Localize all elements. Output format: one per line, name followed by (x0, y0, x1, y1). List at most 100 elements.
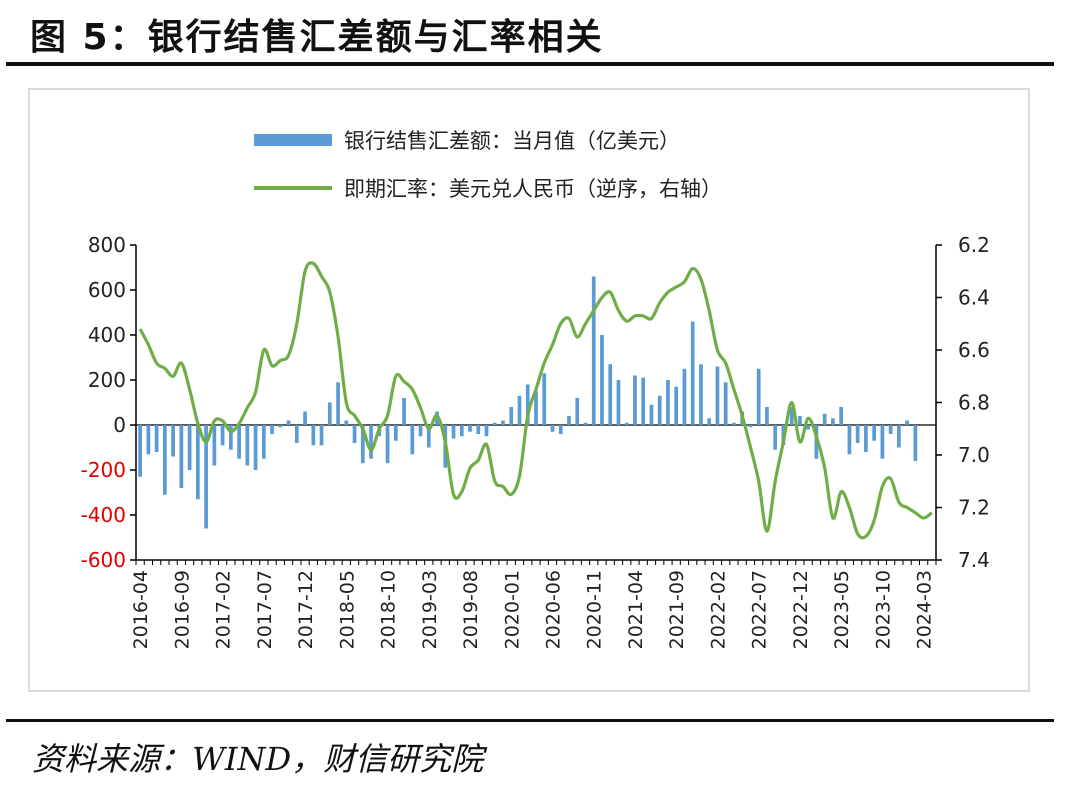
tick-labels: 800 600 400 200 0 -200 -400 -600 6.2 6.4 6.6 6.8 7.0… (81, 233, 990, 649)
bar (583, 422, 588, 425)
bar (352, 425, 357, 443)
x-tick-label: 2022-07 (749, 570, 771, 649)
x-tick-label: 2021-04 (625, 570, 647, 649)
bar (344, 420, 349, 425)
bar (212, 425, 217, 466)
right-tick-label: 6.4 (958, 286, 990, 310)
bar (723, 382, 728, 425)
bar (154, 425, 159, 452)
bar (278, 425, 283, 428)
bar (509, 407, 514, 425)
bar (789, 407, 794, 425)
bar (855, 425, 860, 443)
bar (542, 373, 547, 425)
bar (492, 422, 497, 425)
bar (385, 425, 390, 464)
left-tick-label: 0 (113, 413, 126, 437)
bar (360, 425, 365, 464)
bar (715, 366, 720, 425)
bar (534, 391, 538, 425)
bar (476, 425, 481, 434)
bar (196, 425, 200, 500)
legend-line-label: 即期汇率：美元兑人民币（逆序，右轴） (344, 177, 722, 201)
bar (864, 425, 868, 452)
figure-title: 图 5：银行结售汇差额与汇率相关 (30, 17, 604, 58)
bar (699, 364, 703, 425)
bar (468, 425, 472, 432)
bar (773, 425, 778, 450)
x-tick-label: 2018-05 (336, 570, 358, 649)
bar (410, 425, 415, 455)
bar (575, 398, 580, 425)
x-tick-label: 2020-11 (584, 570, 606, 649)
left-tick-label: -600 (81, 548, 126, 572)
x-tick-label: 2017-02 (213, 570, 235, 649)
bar (633, 375, 637, 425)
bar (600, 335, 604, 425)
x-tick-label: 2020-06 (542, 570, 564, 649)
x-tick-label: 2022-12 (790, 570, 812, 649)
x-tick-label: 2022-02 (707, 570, 729, 649)
bar (756, 368, 761, 425)
bar (567, 416, 571, 425)
bar (806, 425, 811, 430)
bar (690, 321, 695, 425)
bar (847, 425, 852, 455)
bar (550, 425, 555, 432)
bar (666, 380, 670, 425)
left-tick-label: 400 (88, 323, 126, 347)
left-tick-label: 600 (88, 278, 126, 302)
bar (649, 404, 654, 425)
legend-bar-label: 银行结售汇差额：当月值（亿美元） (344, 129, 680, 153)
bar (608, 364, 613, 425)
exchange-rate-line (138, 261, 933, 540)
x-tick-label: 2023-05 (831, 570, 853, 649)
bar (171, 425, 175, 457)
legend-bar-swatch (254, 134, 332, 146)
bar (641, 377, 646, 425)
bar (674, 386, 679, 425)
bar (880, 425, 885, 459)
bar (237, 425, 241, 459)
bar (814, 425, 819, 459)
bar (303, 411, 307, 425)
right-tick-label: 6.6 (958, 338, 990, 362)
left-tick-label: 200 (88, 368, 126, 392)
bar (624, 422, 629, 425)
title-rule (6, 62, 1054, 66)
bar (682, 368, 687, 425)
right-tick-label: 6.2 (958, 233, 990, 257)
bar (591, 276, 596, 425)
bar (187, 425, 192, 470)
chart-frame: 银行结售汇差额：当月值（亿美元） 即期汇率：美元兑人民币（逆序，右轴） 800 6… (28, 88, 1030, 692)
bar (179, 425, 184, 488)
chart-svg: 银行结售汇差额：当月值（亿美元） 即期汇率：美元兑人民币（逆序，右轴） 800 6… (81, 129, 990, 649)
x-tick-label: 2021-09 (666, 570, 688, 649)
bar (163, 425, 167, 495)
bar (228, 425, 233, 450)
bar (888, 425, 893, 434)
bar (286, 420, 291, 425)
x-tick-label: 2024-03 (914, 570, 936, 649)
bar (451, 425, 456, 439)
left-tick-label: 800 (88, 233, 126, 257)
bar (616, 380, 621, 425)
bar (204, 425, 208, 529)
bar (517, 395, 522, 425)
bar (484, 425, 489, 437)
bar (822, 413, 827, 425)
bar (270, 425, 274, 434)
bar (501, 420, 505, 425)
bar (336, 382, 340, 425)
footer-rule (6, 719, 1054, 722)
x-tick-label: 2023-10 (872, 570, 894, 649)
x-tick-label: 2017-07 (254, 570, 276, 649)
bar (426, 425, 431, 448)
bar (261, 425, 266, 459)
bar (765, 407, 769, 425)
bar (393, 425, 398, 441)
bar (558, 425, 563, 434)
bar (369, 425, 373, 459)
bar (897, 425, 901, 448)
right-tick-label: 7.0 (958, 443, 990, 467)
